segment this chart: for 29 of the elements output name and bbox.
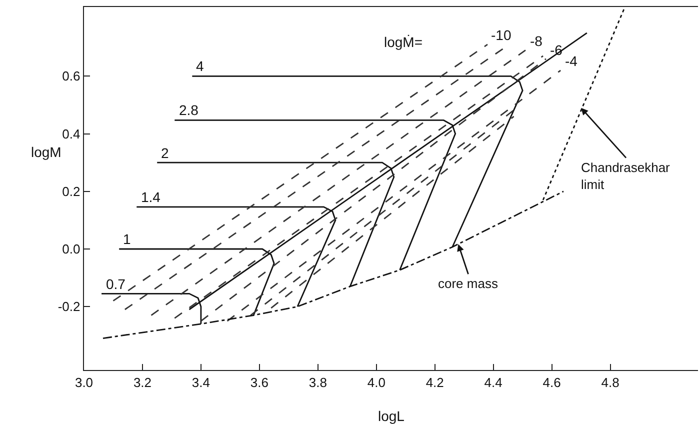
series-label: 0.7: [106, 276, 126, 292]
series-label: -4: [565, 53, 578, 69]
x-tick-label: 3.6: [250, 374, 268, 390]
x-tick-label: 4.4: [484, 374, 502, 390]
x-tick-label: 3.4: [192, 374, 210, 390]
y-tick-label: 0.0: [62, 242, 80, 257]
series-label: 2: [161, 145, 169, 161]
x-axis-title: logL: [378, 408, 405, 424]
series-label: 2.8: [179, 102, 199, 118]
annotation: logṀ=: [384, 34, 423, 50]
series-label: -8: [530, 33, 543, 49]
series-label: 4: [196, 58, 204, 74]
x-tick-label: 3.2: [133, 374, 152, 390]
y-tick-label: 0.6: [62, 68, 80, 84]
x-tick-label: 4.8: [601, 374, 620, 390]
y-tick-label: 0.2: [62, 184, 80, 199]
annotation: Chandrasekhar limit: [581, 160, 671, 192]
x-tick-label: 3.0: [74, 374, 94, 390]
y-tick-label: -0.2: [58, 299, 80, 314]
series-label: -10: [491, 27, 512, 43]
y-tick-label: 0.4: [62, 126, 80, 142]
x-tick-label: 4.2: [426, 374, 444, 390]
x-tick-label: 3.8: [308, 374, 327, 390]
annotation: core mass: [438, 276, 498, 291]
y-axis-title: logM: [31, 144, 62, 160]
x-tick-label: 4.0: [367, 374, 386, 390]
x-tick-label: 4.6: [542, 374, 561, 390]
series-label: 1: [123, 231, 131, 247]
series-label: 1.4: [141, 189, 161, 205]
